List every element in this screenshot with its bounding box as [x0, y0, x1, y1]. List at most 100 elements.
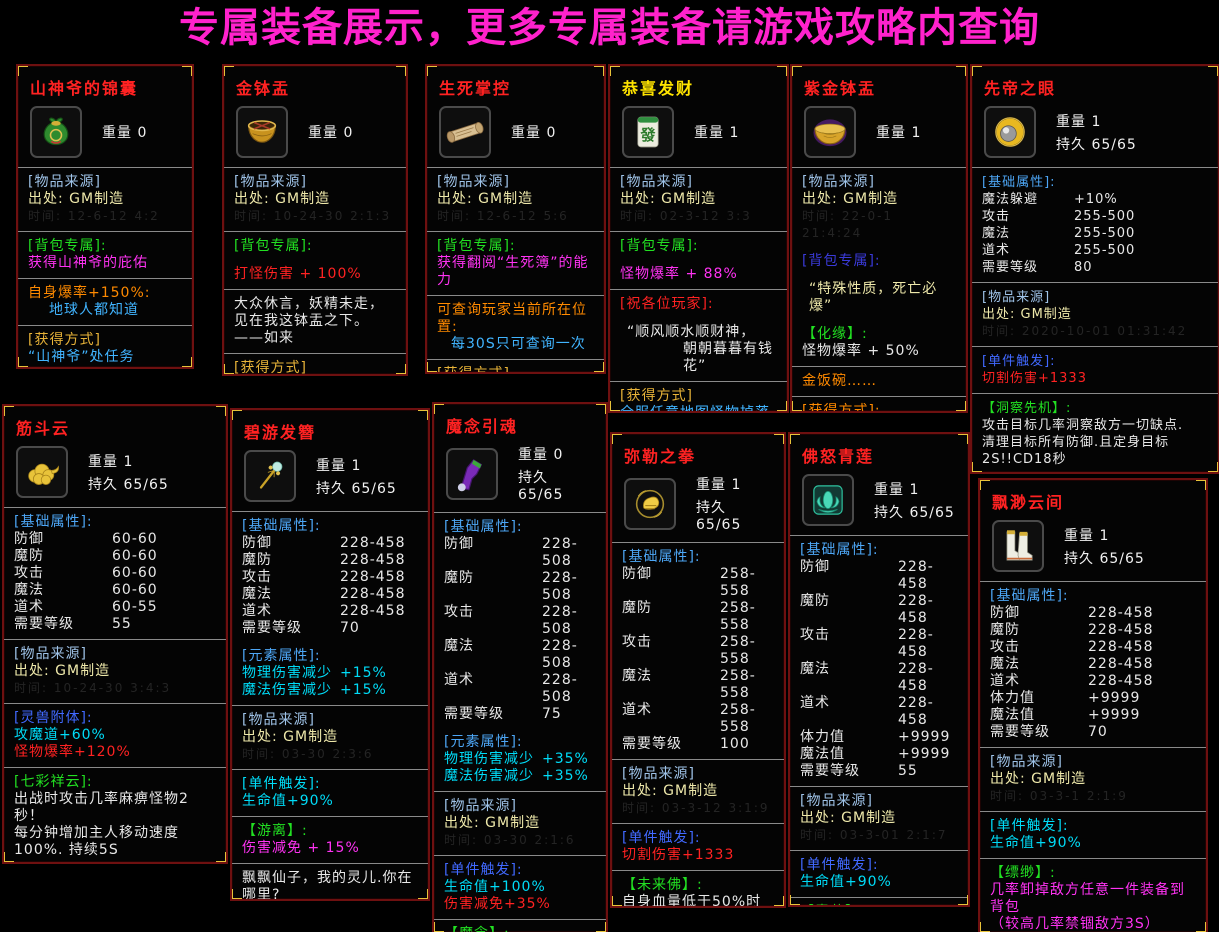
text-line: [物品来源]	[990, 754, 1063, 770]
stat-row: 魔防 228-508	[444, 570, 596, 604]
stat-row: 攻击 228-458	[990, 639, 1196, 656]
text-line: 出处: GM制造	[437, 191, 534, 207]
corner-accent-icon	[4, 852, 14, 862]
text-line: [物品来源]	[28, 174, 101, 190]
stat-label: 道术	[444, 672, 474, 688]
corner-accent-icon	[1208, 66, 1218, 76]
corner-accent-icon	[790, 434, 800, 444]
corner-accent-icon	[434, 922, 444, 932]
stat-label: 魔法	[990, 656, 1020, 672]
stat-value: +9999	[1088, 690, 1141, 706]
card-section: [七彩祥云]: 出战时攻击几率麻痹怪物2秒！ 每分钟增加主人移动速度100%. 持续…	[4, 767, 226, 862]
stat-row: 魔法躲避 +10%	[982, 191, 1208, 208]
text-line: [七彩祥云]:	[14, 774, 93, 790]
text-line: 伤害减免 + 15%	[242, 840, 360, 856]
corner-accent-icon	[396, 364, 406, 374]
text-line	[242, 637, 418, 648]
item-weight: 重量 1	[1056, 113, 1102, 130]
corner-accent-icon	[956, 66, 966, 76]
corner-accent-icon	[972, 66, 982, 76]
stat-label: 需要等级	[444, 706, 504, 722]
stat-value: 80	[1074, 260, 1093, 275]
item-meta: 重量 0 持久 65/65	[518, 444, 594, 503]
card-section: 【青莲】:每1秒恢复自身4%生命值！	[790, 897, 968, 905]
stat-label: 攻击	[14, 565, 44, 581]
item-meta: 重量 1 持久 65/65	[874, 479, 955, 522]
stat-row: 防御 258-558	[622, 566, 774, 600]
stat-row: 需要等级 75	[444, 706, 596, 723]
item-header: 重量 0	[427, 102, 604, 167]
card-section: 飘飘仙子，我的灵儿.你在哪里?	[232, 863, 428, 899]
stat-row: 道术 60-55	[14, 599, 216, 616]
stat-label: 魔法	[982, 226, 1011, 241]
stat-row: 道术 228-458	[800, 695, 958, 729]
text-line: 获得山神爷的庇佑	[28, 255, 148, 271]
card-section: [背包专属]: 怪物爆率 + 88%	[610, 231, 787, 289]
stat-row: 物理伤害减少 +15%	[242, 665, 418, 682]
corner-accent-icon	[792, 401, 802, 411]
stat-row: 物理伤害减少 +35%	[444, 751, 596, 768]
text-line: 时间: 03-3-12 3:1:9	[622, 801, 770, 815]
stat-label: 防御	[444, 536, 474, 552]
text-line: 清理目标所有防御.且定身目标2S!!CD18秒	[982, 435, 1170, 467]
corner-accent-icon	[182, 357, 192, 367]
item-header: 重量 1	[792, 102, 966, 167]
stat-label: 道术	[990, 673, 1020, 689]
item-header: 重量 1 持久 65/65	[232, 446, 428, 511]
text-line: 金饭碗……	[802, 373, 877, 389]
stat-value: +10%	[1074, 192, 1118, 207]
stat-row: 攻击 228-508	[444, 604, 596, 638]
card-section: [基础属性]: 防御 228-508 魔防 228-508 攻击 228-508 魔法 228-…	[434, 512, 606, 791]
text-line: 生命值+100%	[444, 879, 546, 895]
stat-value: 70	[1088, 724, 1108, 740]
stat-value: 228-458	[898, 661, 934, 694]
text-line: 时间: 22-0-1 21:4:24	[802, 209, 899, 240]
card-section: [单件触发]: 生命值+90%	[790, 850, 968, 897]
item-header: 重量 0	[18, 102, 192, 167]
stat-value: 228-458	[340, 603, 406, 619]
corner-accent-icon	[596, 404, 606, 414]
stat-label: 物理伤害减少	[242, 665, 332, 681]
stat-row: 防御 60-60	[14, 531, 216, 548]
card-section: [物品来源] 出处: GM制造 时间: 03-3-01 2:1:7	[790, 786, 968, 850]
card-section: 【游离】: 伤害减免 + 15%	[232, 816, 428, 863]
text-line: 可查询玩家当前所在位置:	[437, 302, 587, 335]
item-durability: 持久 65/65	[696, 500, 742, 533]
item-card-life-death-control: 生死掌控 重量 0 [物品来源] 出处: GM制造 时间: 12-6-12 5:6 [背包…	[425, 64, 606, 374]
item-durability: 持久 65/65	[316, 480, 397, 497]
text-line	[620, 313, 777, 324]
stat-label: 魔防	[242, 552, 272, 568]
stat-label: 魔法	[444, 638, 474, 654]
text-line: [基础属性]:	[622, 549, 701, 565]
item-header: 發 重量 1	[610, 102, 787, 167]
text-line: [元素属性]:	[242, 648, 321, 664]
stat-label: 魔法值	[990, 707, 1035, 723]
item-card-piaomiao-yunjian: 飘渺云间 重量 1 持久 65/65 [基础属性]: 防御 228-458 魔防 228-45…	[978, 478, 1208, 932]
item-header: 重量 1 持久 65/65	[790, 470, 968, 535]
stat-value: 258-558	[720, 566, 756, 599]
text-line: [基础属性]:	[982, 175, 1056, 190]
text-line: 【青莲】:	[800, 904, 958, 905]
corner-accent-icon	[224, 66, 234, 76]
page-title: 专属装备展示，更多专属装备请游戏攻略内查询	[179, 4, 1040, 51]
text-line: 出处: GM制造	[620, 191, 717, 207]
item-card-fonu-qinglian: 佛怒青莲 重量 1 持久 65/65 [基础属性]: 防御 228-458 魔防 228-45…	[788, 432, 970, 907]
text-line: [基础属性]:	[444, 519, 523, 535]
stat-row: 魔法 228-458	[800, 661, 958, 695]
text-line: [获得方式]	[437, 366, 510, 374]
stat-label: 道术	[800, 695, 830, 711]
card-section: [物品来源] 出处: GM制造 时间: 03-3-12 3:1:9	[612, 759, 784, 823]
text-line: 自身爆率+150%:	[28, 285, 151, 301]
text-line: 出战时攻击几率麻痹怪物2秒！	[14, 791, 189, 824]
text-line: 【魔念】:	[444, 926, 596, 932]
stat-value: 228-458	[898, 627, 934, 660]
stat-label: 攻击	[242, 569, 272, 585]
text-line: 地球人都知道	[49, 302, 139, 318]
corner-accent-icon	[418, 410, 428, 420]
text-line: 【缥缈】:	[990, 865, 1056, 881]
stat-row: 道术 258-558	[622, 702, 774, 736]
corner-accent-icon	[18, 357, 28, 367]
item-weight: 重量 0	[308, 125, 354, 141]
stat-row: 道术 228-458	[242, 603, 418, 620]
corner-accent-icon	[1208, 462, 1218, 472]
